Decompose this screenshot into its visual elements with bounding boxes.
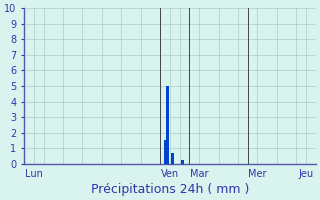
Bar [181,160,184,164]
Bar [166,86,169,164]
X-axis label: Précipitations 24h ( mm ): Précipitations 24h ( mm ) [91,183,249,196]
Bar [164,140,166,164]
Bar [171,153,174,164]
